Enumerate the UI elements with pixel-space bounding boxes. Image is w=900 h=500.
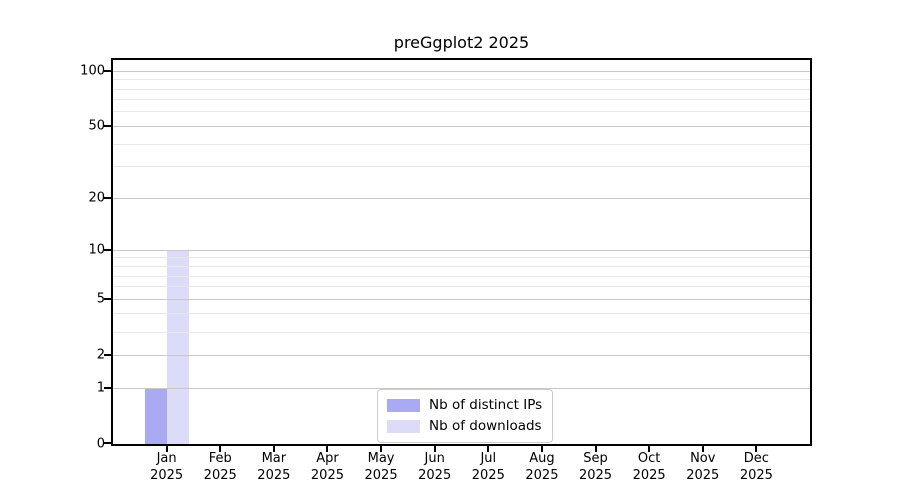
x-tick-year: 2025: [686, 468, 720, 483]
gridlines-layer: [113, 60, 810, 444]
x-tick-month: Sep: [583, 451, 608, 466]
x-tick-feb: [219, 446, 222, 452]
x-tick-oct: [648, 446, 651, 452]
x-tick-year: 2025: [632, 468, 666, 483]
gridline-major-20: [113, 197, 810, 199]
gridline-minor-3: [113, 331, 810, 333]
x-tick-label-oct: Oct 2025: [617, 450, 681, 484]
y-tick-20: [104, 197, 111, 200]
x-tick-month: Oct: [637, 451, 661, 466]
x-tick-month: Mar: [261, 451, 287, 466]
x-tick-month: Apr: [316, 451, 339, 466]
legend-swatch-downloads: [387, 420, 420, 433]
y-tick-2: [104, 354, 111, 357]
x-tick-month: Jan: [156, 451, 177, 466]
y-axis-tick-labels: 0 1 2 5 10 20 50 100: [0, 60, 105, 452]
x-tick-label-apr: Apr 2025: [295, 450, 359, 484]
x-tick-month: Aug: [529, 451, 555, 466]
x-tick-year: 2025: [525, 468, 559, 483]
x-tick-year: 2025: [257, 468, 291, 483]
gridline-major-50: [113, 125, 810, 127]
x-tick-month: Jul: [480, 451, 497, 466]
bars-layer: [113, 60, 810, 444]
y-tick-label-50: 50: [88, 118, 105, 134]
x-tick-year: 2025: [739, 468, 773, 483]
x-tick-year: 2025: [203, 468, 237, 483]
x-tick-label-mar: Mar 2025: [242, 450, 306, 484]
x-tick-month: Dec: [743, 451, 769, 466]
gridline-major-100: [113, 70, 810, 72]
x-tick-nov: [701, 446, 704, 452]
x-tick-aug: [540, 446, 543, 452]
y-tick-1: [104, 387, 111, 389]
gridline-minor-4: [113, 313, 810, 315]
x-tick-label-nov: Nov 2025: [671, 450, 735, 484]
y-tick-100: [104, 70, 111, 73]
x-tick-label-dec: Dec 2025: [724, 450, 788, 484]
x-tick-year: 2025: [150, 468, 184, 483]
x-tick-label-aug: Aug 2025: [510, 450, 574, 484]
bar-nb-of-downloads-jan: [166, 250, 189, 444]
legend: Nb of distinct IPs Nb of downloads: [377, 389, 554, 443]
x-tick-jul: [487, 446, 490, 452]
gridline-major-10: [113, 249, 810, 251]
gridline-minor-90: [113, 79, 810, 81]
x-tick-year: 2025: [364, 468, 398, 483]
x-tick-year: 2025: [471, 468, 505, 483]
legend-label-downloads: Nb of downloads: [429, 418, 542, 434]
chart-title: preGgplot2 2025: [393, 33, 530, 52]
x-tick-label-jul: Jul 2025: [456, 450, 520, 484]
gridline-minor-9: [113, 257, 810, 259]
gridline-minor-8: [113, 266, 810, 267]
y-tick-label-1: 1: [96, 380, 105, 396]
x-tick-month: Jun: [424, 451, 445, 466]
y-tick-label-0: 0: [96, 436, 105, 452]
legend-item-downloads: Nb of downloads: [387, 417, 542, 436]
x-tick-label-may: May 2025: [349, 450, 413, 484]
y-tick-label-5: 5: [96, 291, 105, 307]
x-tick-month: May: [367, 451, 395, 466]
legend-swatch-distinct-ips: [387, 399, 420, 412]
x-tick-year: 2025: [418, 468, 452, 483]
legend-item-distinct-ips: Nb of distinct IPs: [387, 396, 542, 415]
y-tick-label-2: 2: [96, 347, 105, 363]
y-tick-label-100: 100: [80, 63, 105, 79]
gridline-minor-70: [113, 99, 810, 101]
x-tick-label-sep: Sep 2025: [564, 450, 628, 484]
x-tick-year: 2025: [310, 468, 344, 483]
x-tick-jun: [433, 446, 436, 452]
x-tick-may: [380, 446, 383, 452]
plot-area: Nb of distinct IPs Nb of downloads: [104, 58, 812, 452]
x-tick-apr: [326, 446, 329, 452]
x-tick-label-feb: Feb 2025: [188, 450, 252, 484]
y-tick-label-10: 10: [88, 242, 105, 258]
x-axis-tick-labels: Jan 2025 Feb 2025 Mar 2025 Apr 2025 May 2025 Jun 20…: [113, 450, 810, 490]
x-tick-year: 2025: [578, 468, 613, 483]
gridline-major-2: [113, 354, 810, 356]
x-tick-month: Feb: [208, 451, 232, 466]
gridline-minor-7: [113, 275, 810, 277]
x-tick-dec: [755, 446, 758, 452]
gridline-minor-30: [113, 166, 810, 168]
y-tick-0: [104, 442, 111, 444]
gridline-minor-40: [113, 143, 810, 145]
y-tick-50: [104, 125, 111, 128]
x-tick-mar: [272, 446, 275, 452]
y-tick-10: [104, 249, 111, 252]
x-tick-month: Nov: [690, 451, 716, 466]
gridline-major-1: [113, 387, 810, 389]
gridline-major-5: [113, 298, 810, 300]
y-tick-label-20: 20: [88, 190, 105, 206]
y-tick-5: [104, 298, 111, 301]
bar-nb-of-distinct-ips-jan: [144, 388, 167, 444]
x-tick-label-jun: Jun 2025: [403, 450, 467, 484]
x-tick-sep: [594, 446, 597, 452]
gridline-minor-6: [113, 286, 810, 288]
x-tick-jan: [165, 446, 168, 452]
legend-label-distinct-ips: Nb of distinct IPs: [429, 397, 543, 413]
gridline-minor-80: [113, 88, 810, 90]
gridline-minor-60: [113, 111, 810, 113]
x-tick-label-jan: Jan 2025: [135, 450, 199, 484]
